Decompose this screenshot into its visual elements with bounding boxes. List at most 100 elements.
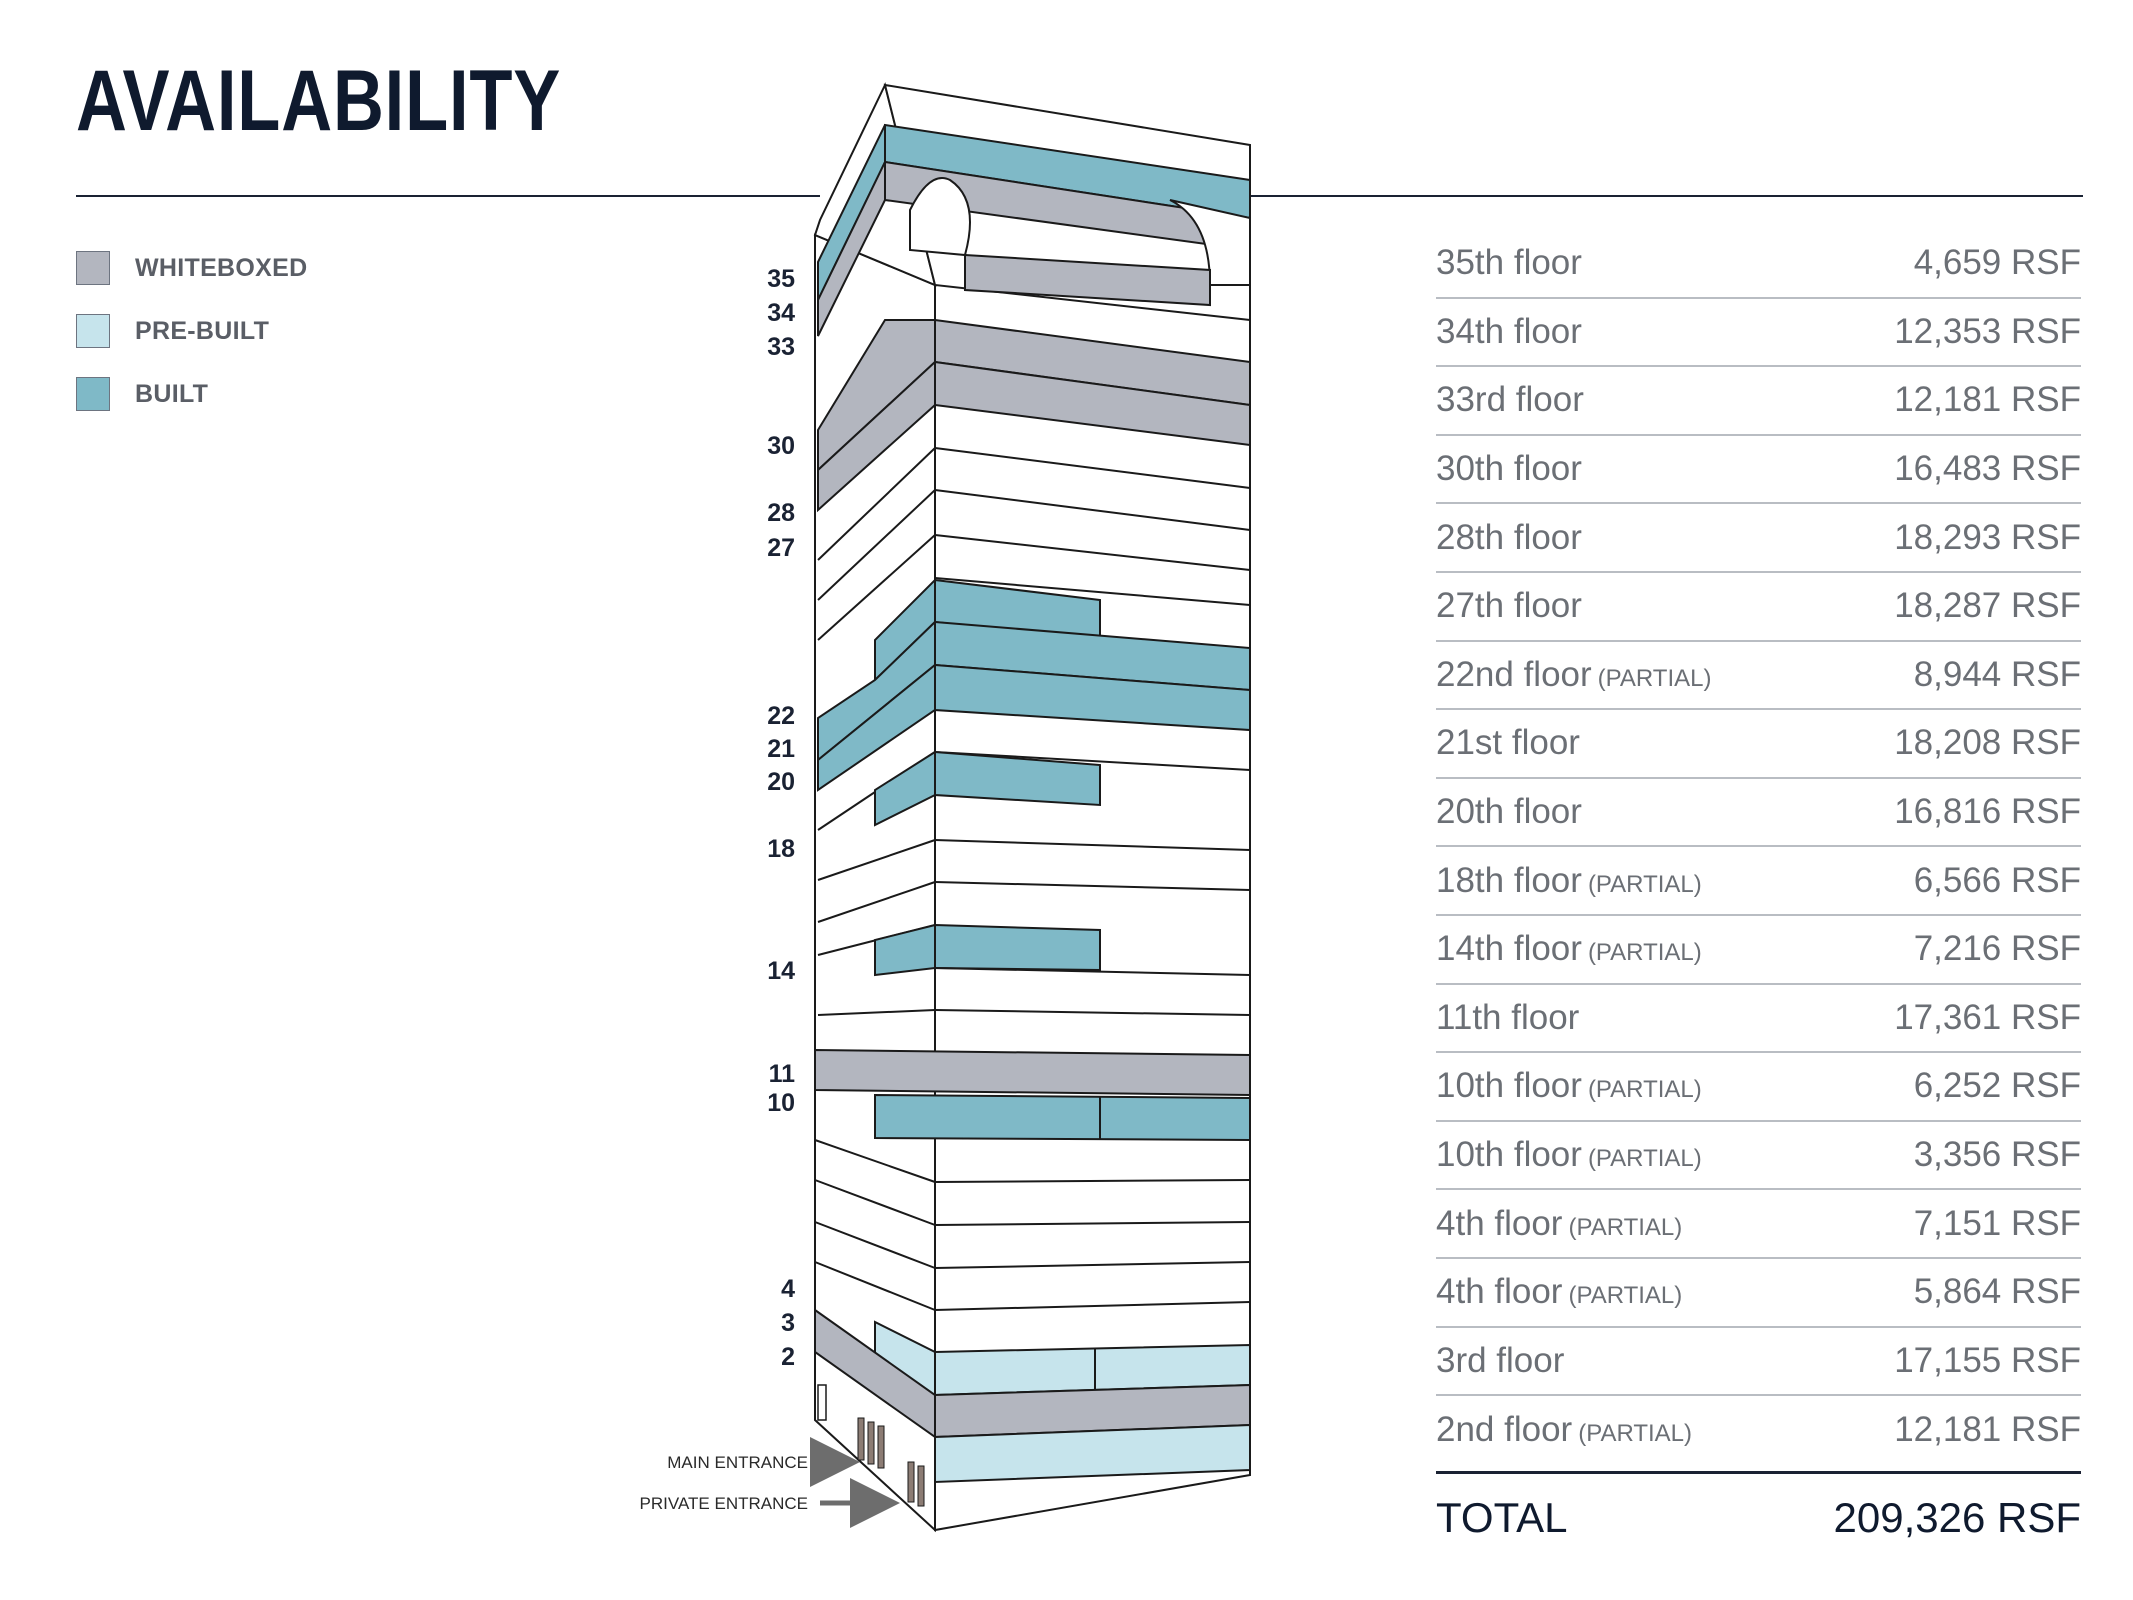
floor-label-4: 4 (781, 1275, 795, 1303)
floor-label-14: 14 (767, 957, 795, 985)
total-row: TOTAL 209,326 RSF (1436, 1470, 2082, 1562)
floor-lines-lower (814, 1139, 1251, 1311)
floor-name: 35th floor (1436, 243, 1582, 283)
crown-band (964, 253, 1211, 307)
floor-label-20: 20 (767, 768, 795, 796)
base-pillar (817, 1384, 827, 1421)
main-entrance-doors (857, 1417, 885, 1469)
floor-label-33: 33 (767, 333, 795, 361)
table-row: 2nd floor (PARTIAL) 12,181 RSF (1436, 1396, 2081, 1465)
floor-name: 28th floor (1436, 517, 1582, 557)
total-label: TOTAL (1436, 1493, 1568, 1541)
crown-arch-right (1169, 199, 1251, 286)
floor-name: 21st floor (1436, 723, 1580, 763)
band-30-side (817, 359, 936, 513)
floor-rsf: 16,816 RSF (1894, 792, 2081, 832)
table-row: 34th floor 12,353 RSF (1436, 299, 2081, 368)
floor-label-21: 21 (767, 735, 795, 763)
legend-item-prebuilt: PRE-BUILT (76, 313, 307, 349)
table-row: 14th floor (PARTIAL) 7,216 RSF (1436, 916, 2081, 985)
floor-name: 33rd floor (1436, 380, 1584, 420)
built-swatch (76, 377, 110, 411)
table-row: 21st floor 18,208 RSF (1436, 710, 2081, 779)
legend-label-whiteboxed: WHITEBOXED (135, 253, 308, 282)
floor-name: 20th floor (1436, 792, 1582, 832)
floor-label-35: 35 (767, 265, 795, 293)
table-row: 35th floor 4,659 RSF (1436, 230, 2081, 299)
band-11 (814, 1048, 1251, 1097)
legend-label-built: BUILT (135, 379, 209, 408)
floor-rsf: 5,864 RSF (1913, 1272, 2081, 1312)
table-row: 22nd floor (PARTIAL) 8,944 RSF (1436, 642, 2081, 711)
legend: WHITEBOXED PRE-BUILT BUILT (76, 250, 307, 439)
table-row: 4th floor (PARTIAL) 5,864 RSF (1436, 1259, 2081, 1328)
floor-rsf: 17,155 RSF (1894, 1340, 2081, 1380)
floor-name: 34th floor (1436, 311, 1582, 351)
floor-label-30: 30 (767, 432, 795, 460)
table-row: 28th floor 18,293 RSF (1436, 504, 2081, 573)
floor-rsf: 8,944 RSF (1913, 654, 2081, 694)
crown-arch (909, 177, 971, 257)
floor-label-10: 10 (767, 1089, 795, 1117)
floor-name: 2nd floor (PARTIAL) (1436, 1410, 1693, 1450)
table-row: 11th floor 17,361 RSF (1436, 985, 2081, 1054)
floor-name: 14th floor (PARTIAL) (1436, 929, 1702, 969)
legend-label-prebuilt: PRE-BUILT (135, 316, 270, 345)
floor-lines-14 (817, 967, 1251, 1016)
floor-rsf: 18,293 RSF (1894, 517, 2081, 557)
band-20-side (817, 662, 936, 792)
page-title: AVAILABILITY (76, 53, 562, 149)
table-row: 4th floor (PARTIAL) 7,151 RSF (1436, 1190, 2081, 1259)
private-entrance-doors (907, 1461, 925, 1507)
floor-name: 30th floor (1436, 449, 1582, 489)
band-10-front (874, 1093, 1251, 1142)
band-14-front (934, 923, 1101, 972)
table-row: 3rd floor 17,155 RSF (1436, 1328, 2081, 1397)
floor-name: 4th floor (PARTIAL) (1436, 1203, 1683, 1243)
table-row: 10th floor (PARTIAL) 3,356 RSF (1436, 1122, 2081, 1191)
floor-lines-upper (817, 447, 1251, 641)
floor-name: 3rd floor (1436, 1340, 1565, 1380)
floor-name: 22nd floor (PARTIAL) (1436, 654, 1712, 694)
header-rule-right (1250, 195, 2083, 197)
table-row: 10th floor (PARTIAL) 6,252 RSF (1436, 1053, 2081, 1122)
band-18-side (874, 750, 936, 827)
lobby-front (934, 1423, 1251, 1484)
prebuilt-swatch (76, 314, 110, 348)
table-row: 27th floor 18,287 RSF (1436, 573, 2081, 642)
floor-rsf: 17,361 RSF (1894, 997, 2081, 1037)
floor-rsf: 12,181 RSF (1894, 380, 2081, 420)
floor-rsf: 16,483 RSF (1894, 449, 2081, 489)
whiteboxed-swatch (76, 251, 110, 285)
legend-item-whiteboxed: WHITEBOXED (76, 250, 307, 286)
floor-name: 18th floor (PARTIAL) (1436, 860, 1702, 900)
floor-name: 27th floor (1436, 586, 1582, 626)
band-21-side (817, 619, 936, 763)
floor-rsf: 3,356 RSF (1913, 1135, 2081, 1175)
floor-rsf: 6,566 RSF (1913, 860, 2081, 900)
total-rsf: 209,326 RSF (1833, 1493, 2082, 1541)
floor-rsf: 18,208 RSF (1894, 723, 2081, 763)
header-rule-left (76, 195, 820, 197)
availability-table: 35th floor 4,659 RSF 34th floor 12,353 RSF… (1436, 230, 2081, 1562)
floor-label-18: 18 (767, 835, 795, 863)
floor-label-22: 22 (767, 702, 795, 730)
floor-rsf: 12,353 RSF (1894, 311, 2081, 351)
table-row: 18th floor (PARTIAL) 6,566 RSF (1436, 847, 2081, 916)
floor-rsf: 6,252 RSF (1913, 1066, 2081, 1106)
band-14-side (874, 923, 936, 977)
floor-name: 10th floor (PARTIAL) (1436, 1066, 1702, 1106)
floor-rsf: 7,216 RSF (1913, 929, 2081, 969)
floor-number-labels: 35 34 33 30 28 27 22 21 20 18 14 11 10 4… (767, 265, 795, 1371)
floor-label-2: 2 (781, 1343, 795, 1371)
floor-name: 10th floor (PARTIAL) (1436, 1135, 1702, 1175)
floor-label-28: 28 (767, 499, 795, 527)
table-row: 30th floor 16,483 RSF (1436, 436, 2081, 505)
table-row: 20th floor 16,816 RSF (1436, 779, 2081, 848)
floor-label-34: 34 (767, 299, 795, 327)
floor-label-3: 3 (781, 1309, 795, 1337)
tower-front-face (934, 258, 1251, 1532)
floor-rsf: 7,151 RSF (1913, 1203, 2081, 1243)
legend-item-built: BUILT (76, 376, 307, 412)
